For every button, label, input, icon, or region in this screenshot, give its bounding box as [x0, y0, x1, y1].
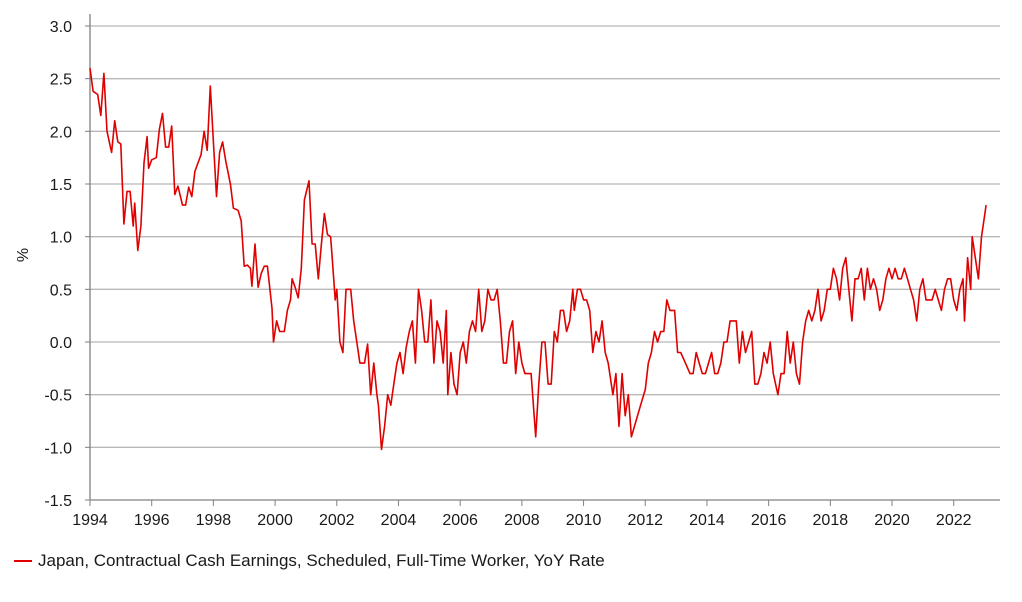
y-tick-label: -1.5 [44, 493, 72, 510]
legend-label: Japan, Contractual Cash Earnings, Schedu… [38, 551, 605, 570]
axes [85, 14, 1000, 506]
series-line [89, 67, 987, 451]
legend-swatch [14, 560, 32, 562]
x-tick-label: 2006 [442, 512, 478, 529]
y-tick-label: 3.0 [50, 19, 72, 36]
x-tick-label: 2014 [689, 512, 725, 529]
x-tick-label: 1994 [72, 512, 108, 529]
y-tick-labels: -1.5 -1.0 -0.5 0.0 0.5 1.0 1.5 2.0 2.5 3.0 [44, 19, 72, 510]
x-tick-label: 2016 [751, 512, 787, 529]
x-tick-label: 2022 [936, 512, 972, 529]
y-tick-label: 1.5 [50, 177, 72, 194]
y-tick-label: -0.5 [44, 388, 72, 405]
x-tick-label: 2008 [504, 512, 540, 529]
x-tick-label: 2018 [813, 512, 849, 529]
legend: Japan, Contractual Cash Earnings, Schedu… [14, 551, 605, 571]
y-axis-label: % [15, 248, 32, 262]
x-tick-label: 1998 [196, 512, 232, 529]
y-tick-label: 2.5 [50, 72, 72, 89]
y-tick-label: 0.0 [50, 335, 72, 352]
y-tick-label: 0.5 [50, 282, 72, 299]
x-tick-label: 2020 [874, 512, 910, 529]
x-tick-label: 1996 [134, 512, 170, 529]
y-tick-label: 2.0 [50, 124, 72, 141]
x-tick-label: 2000 [257, 512, 293, 529]
x-tick-label: 2010 [566, 512, 602, 529]
series-lines [89, 67, 987, 451]
x-tick-label: 2012 [627, 512, 663, 529]
x-tick-labels: 1994 1996 1998 2000 2002 2004 2006 2008 2010 2012… [72, 512, 971, 529]
gridlines [90, 25, 1000, 448]
y-tick-label: -1.0 [44, 440, 72, 457]
y-tick-label: 1.0 [50, 230, 72, 247]
x-tick-label: 2004 [381, 512, 417, 529]
x-tick-label: 2002 [319, 512, 355, 529]
